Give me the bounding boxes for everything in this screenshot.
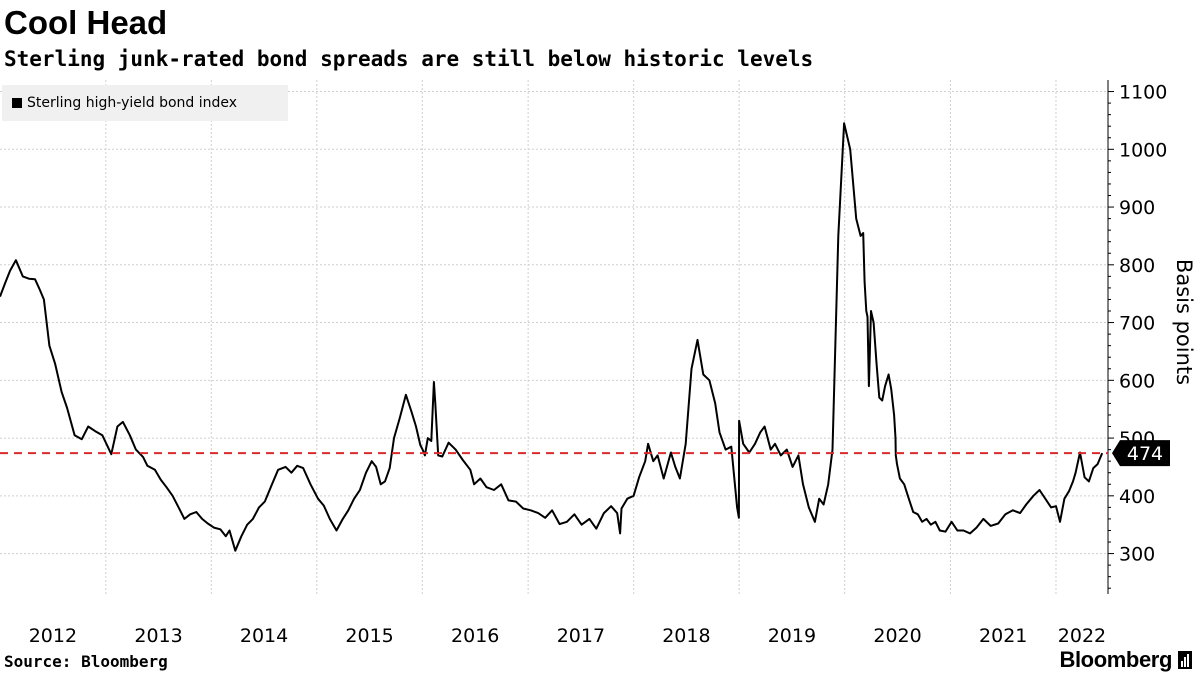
x-tick-label: 2019 (768, 625, 816, 647)
legend-swatch (12, 98, 22, 108)
y-tick-label: 400 (1119, 486, 1155, 508)
y-tick-label: 900 (1119, 197, 1155, 219)
brand-name: Bloomberg (1059, 647, 1172, 672)
series-line-0 (0, 122, 1104, 552)
x-tick-label: 2013 (134, 625, 182, 647)
x-tick-label: 2015 (345, 625, 393, 647)
chart-title: Cool Head (4, 4, 168, 41)
x-tick-label: 2016 (451, 625, 499, 647)
x-tick-label: 2014 (240, 625, 288, 647)
value-tag-label: 474 (1127, 443, 1163, 465)
value-tag (1112, 440, 1170, 467)
x-tick-label: 2022 (1058, 625, 1106, 647)
x-tick-label: 2012 (29, 625, 77, 647)
x-tick-label: 2018 (662, 625, 710, 647)
y-tick-label: 300 (1119, 544, 1155, 566)
brand-logo: Bloomberg (1059, 647, 1192, 673)
legend: Sterling high-yield bond index (2, 85, 288, 121)
y-axis-label: Basis points (1172, 259, 1196, 385)
y-tick-label: 1100 (1119, 82, 1167, 104)
y-tick-label: 1000 (1119, 139, 1167, 161)
y-tick-label: 700 (1119, 313, 1155, 335)
y-tick-label: 600 (1119, 370, 1155, 392)
y-tick-label: 800 (1119, 255, 1155, 277)
x-tick-label: 2020 (873, 625, 921, 647)
legend-label: Sterling high-yield bond index (27, 95, 238, 111)
x-axis: 2012 2013 2014 2015 2016 2017 2018 2019 2020 2021… (29, 625, 1106, 647)
x-tick-label: 2021 (979, 625, 1027, 647)
series-layer (0, 122, 1104, 552)
terminal-bars-icon (1178, 651, 1192, 669)
grid-lines (0, 80, 1108, 594)
x-tick-label: 2017 (557, 625, 605, 647)
chart-subtitle: Sterling junk-rated bond spreads are sti… (4, 47, 814, 71)
reference-layer: 474 (0, 440, 1170, 467)
source-note: Source: Bloomberg (4, 652, 168, 671)
